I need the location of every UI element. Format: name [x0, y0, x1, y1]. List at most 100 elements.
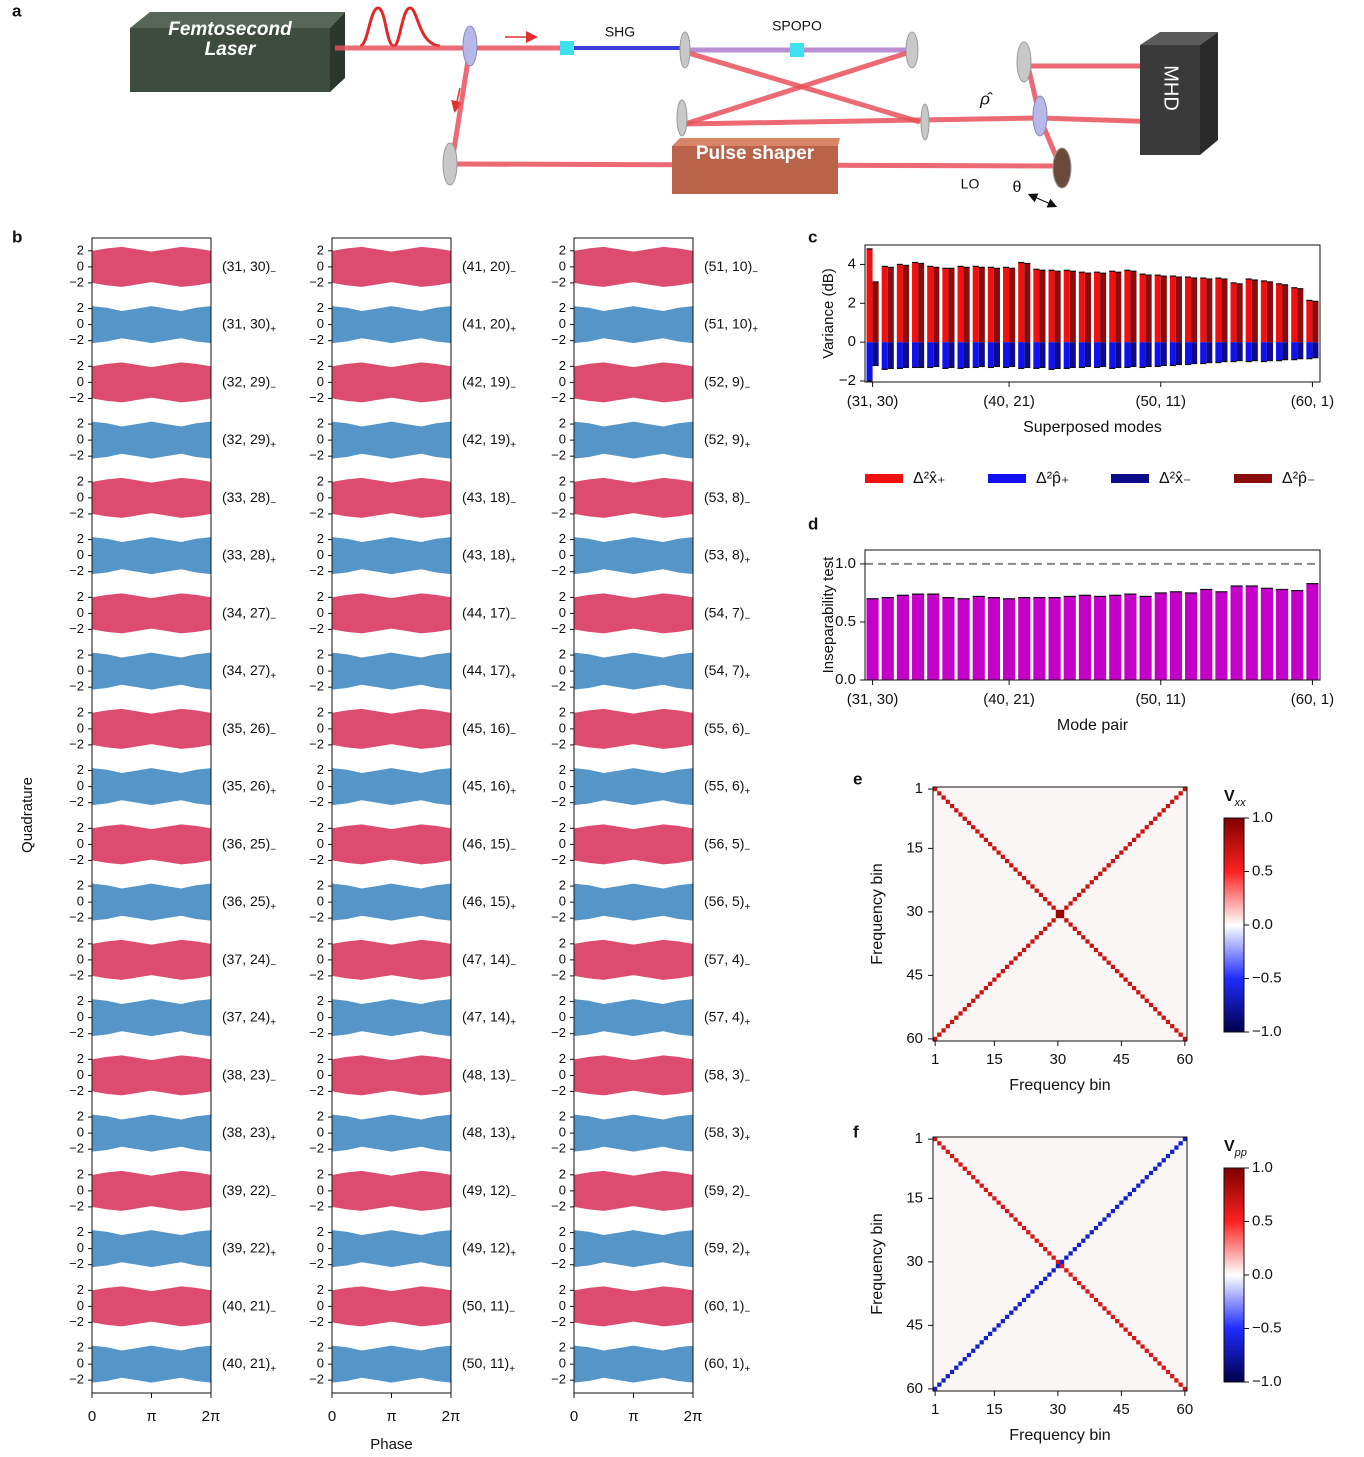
- bar: [1039, 270, 1045, 342]
- heatmap-cell: [1039, 1243, 1043, 1247]
- heatmap-cell: [950, 1020, 954, 1024]
- heatmap-cell: [1119, 1323, 1123, 1327]
- legend-swatch: [865, 474, 903, 483]
- bar: [988, 267, 994, 342]
- heatmap-cell: [1102, 867, 1106, 871]
- mode-label: (42, 19)+: [462, 431, 516, 451]
- quadrature-band: [332, 247, 451, 287]
- heatmap-cell: [992, 978, 996, 982]
- heatmap-cell: [1090, 944, 1094, 948]
- mode-sign: −: [510, 383, 516, 394]
- x-axis-label: Frequency bin: [1009, 1077, 1110, 1094]
- bar: [1231, 586, 1243, 680]
- y-tick-label: 0: [77, 1298, 84, 1313]
- theta-label: θ: [1013, 179, 1022, 196]
- heatmap-cell: [1174, 1028, 1178, 1032]
- y-tick-label: −2: [551, 621, 566, 636]
- heatmap-cell: [950, 804, 954, 808]
- mode-sign: −: [270, 383, 276, 394]
- colorbar-tick-label: 1.0: [1252, 809, 1273, 826]
- y-tick-label: 2: [317, 1051, 324, 1066]
- x-tick-label: 0: [88, 1408, 96, 1425]
- x-tick-label: (50, 11): [1135, 393, 1186, 410]
- legend-label: Δ²x̂₊: [913, 470, 945, 487]
- y-tick-label: 2: [317, 300, 324, 315]
- colorbar-tick-label: 0.5: [1252, 1212, 1273, 1229]
- heatmap-cell: [1056, 1260, 1060, 1264]
- quadrature-band: [574, 478, 693, 518]
- quadrature-band: [332, 362, 451, 402]
- heatmap-cell: [933, 1037, 937, 1041]
- mode-pair: (39, 22): [222, 1239, 270, 1255]
- mode-pair: (48, 13): [462, 1066, 510, 1082]
- heatmap-cell: [1102, 1217, 1106, 1221]
- mode-label: (38, 23)−: [222, 1066, 276, 1086]
- mode-pair: (41, 20): [462, 258, 510, 274]
- bar: [1146, 342, 1152, 366]
- heatmap-cell: [1145, 1175, 1149, 1179]
- bar: [1276, 342, 1282, 360]
- heatmap-cell: [1115, 1319, 1119, 1323]
- heatmap-cell: [1013, 956, 1017, 960]
- x-tick-label: π: [146, 1408, 156, 1425]
- bar: [1200, 278, 1206, 342]
- bar: [1094, 596, 1106, 680]
- bar: [1215, 278, 1221, 342]
- quadrature-band: [332, 537, 451, 574]
- mode-pair: (33, 28): [222, 546, 270, 562]
- heatmap-cell: [1064, 906, 1068, 910]
- bar: [1215, 342, 1221, 362]
- x-tick-label: 30: [1050, 1401, 1067, 1418]
- bar: [942, 342, 948, 368]
- quadrature-band: [332, 999, 451, 1036]
- heatmap-cell: [1136, 990, 1140, 994]
- y-axis-label: Inseparability test: [820, 556, 837, 674]
- heatmap-cell: [1153, 1357, 1157, 1361]
- y-tick-label: 0: [317, 778, 324, 793]
- pulse-shaper-label: Pulse shaper: [696, 143, 815, 164]
- mode-pair: (51, 10): [704, 258, 752, 274]
- mode-label: (41, 20)−: [462, 258, 516, 278]
- y-tick-label: 0: [559, 778, 566, 793]
- heatmap-cell: [1157, 1162, 1161, 1166]
- quadrature-band: [92, 1346, 211, 1383]
- bar: [912, 262, 918, 342]
- y-tick-label: −2: [69, 505, 84, 520]
- mode-pair: (51, 10): [704, 315, 752, 331]
- heatmap-cell: [1107, 863, 1111, 867]
- mode-label: (57, 4)+: [704, 1008, 750, 1028]
- heatmap-cell: [992, 1328, 996, 1332]
- y-tick-label: 0: [559, 432, 566, 447]
- y-tick-label: 2: [559, 1282, 566, 1297]
- bar: [1018, 598, 1030, 680]
- x-axis-label: Superposed modes: [1023, 419, 1162, 436]
- quadrature-band: [92, 1055, 211, 1095]
- heatmap-cell: [1035, 889, 1039, 893]
- y-tick-label: −2: [309, 1025, 324, 1040]
- x-tick-label: 15: [986, 1401, 1003, 1418]
- bar: [1237, 342, 1243, 360]
- bar: [1070, 271, 1076, 342]
- quadrature-band: [574, 1230, 693, 1267]
- bar: [1079, 595, 1091, 680]
- bar: [948, 342, 954, 367]
- y-tick-label: 45: [906, 1316, 923, 1333]
- heatmap-cell: [1018, 1222, 1022, 1226]
- heatmap-cell: [1098, 1222, 1102, 1226]
- y-tick-label: 2: [317, 1166, 324, 1181]
- quadrature-band: [574, 1171, 693, 1211]
- heatmap-cell: [1132, 986, 1136, 990]
- mode-pair: (45, 16): [462, 777, 510, 793]
- quadrature-band: [92, 1115, 211, 1152]
- quadrature-band: [332, 1115, 451, 1152]
- y-tick-label: 2: [77, 1166, 84, 1181]
- heatmap-cell: [997, 851, 1001, 855]
- mode-sign: +: [510, 440, 516, 451]
- mode-pair: (52, 9): [704, 431, 744, 447]
- heatmap-cell: [1013, 1217, 1017, 1221]
- heatmap-cell: [1132, 1336, 1136, 1340]
- heatmap-cell: [1128, 842, 1132, 846]
- y-tick-label: 2: [317, 473, 324, 488]
- quadrature-band: [92, 884, 211, 921]
- quadrature-band: [332, 768, 451, 805]
